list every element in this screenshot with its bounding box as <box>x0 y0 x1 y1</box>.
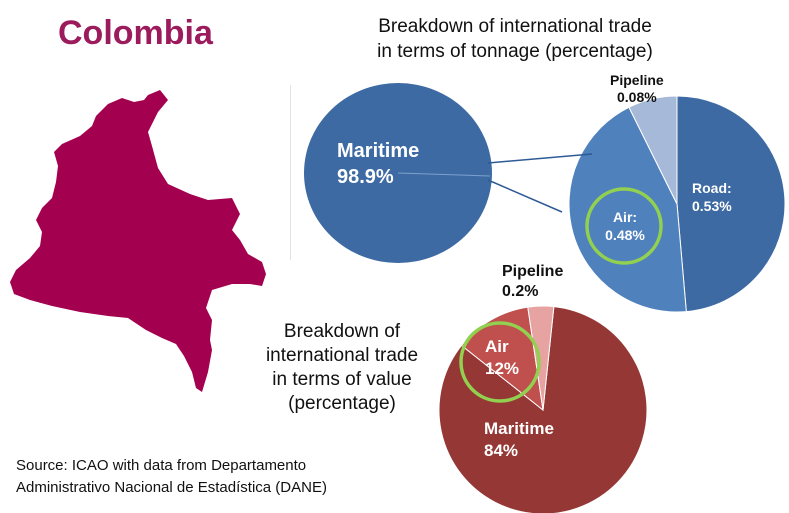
value-title-line4: (percentage) <box>288 393 396 414</box>
source-line2: Administrativo Nacional de Estadística (… <box>16 479 327 496</box>
air-value-name: Air <box>485 337 509 356</box>
source-note: Source: ICAO with data from Departamento… <box>16 455 327 499</box>
pipeline-value-name: Pipeline <box>502 263 564 280</box>
pipeline-tonnage-label: Pipeline 0.08% <box>610 72 664 106</box>
maritime-value-label: Maritime 84% <box>484 418 554 462</box>
value-title-line2: international trade <box>265 345 419 366</box>
air-value-slice <box>460 306 544 412</box>
value-pie <box>438 305 648 513</box>
value-title-line3: in terms of value <box>272 369 412 390</box>
connector-line-bottom <box>487 179 563 213</box>
air-tonnage-label: Air: 0.48% <box>603 208 647 244</box>
tonnage-chart-title: Breakdown of international trade in term… <box>340 14 690 64</box>
road-tonnage-label: Road: 0.53% <box>692 179 732 215</box>
maritime-value-value: 84% <box>484 441 519 460</box>
pipeline-tonnage-slice <box>628 95 678 205</box>
air-value-label: Air 12% <box>485 336 519 380</box>
road-tonnage-value: 0.53% <box>692 198 732 214</box>
value-chart-title: Breakdown of international trade in term… <box>258 320 426 416</box>
air-tonnage-highlight-circle <box>585 187 663 265</box>
road-tonnage-name: Road: <box>692 180 732 196</box>
pipeline-value-value: 0.2% <box>502 283 539 300</box>
pipeline-tonnage-name: Pipeline <box>610 72 664 88</box>
tonnage-title-line1: Breakdown of international trade <box>378 16 652 37</box>
air-value-value: 12% <box>485 359 520 378</box>
maritime-value-name: Maritime <box>484 419 554 438</box>
air-value-highlight-circle <box>459 321 541 403</box>
maritime-tonnage-label: Maritime 98.9% <box>337 138 419 190</box>
tonnage-title-line2: in terms of tonnage (percentage) <box>377 41 653 62</box>
air-tonnage-value: 0.48% <box>605 227 645 243</box>
road-tonnage-slice <box>676 95 786 313</box>
divider-line <box>290 85 291 260</box>
maritime-tonnage-name: Maritime <box>337 140 420 162</box>
connector-line-top <box>487 153 593 164</box>
pipeline-tonnage-value: 0.08% <box>616 89 657 105</box>
air-tonnage-slice <box>568 106 687 313</box>
tonnage-breakout-pie <box>568 95 786 313</box>
maritime-tonnage-value: 98.9% <box>337 166 394 188</box>
maritime-sliver-lines <box>397 172 491 177</box>
pipeline-value-label: Pipeline 0.2% <box>502 262 563 302</box>
value-title-line1: Breakdown of <box>283 321 401 342</box>
country-title: Colombia <box>58 14 213 52</box>
source-line1: Source: ICAO with data from Departamento <box>16 457 307 474</box>
maritime-value-slice <box>438 306 648 513</box>
colombia-map <box>10 90 266 392</box>
air-tonnage-name: Air: <box>612 209 638 225</box>
pipeline-value-slice <box>527 305 555 411</box>
